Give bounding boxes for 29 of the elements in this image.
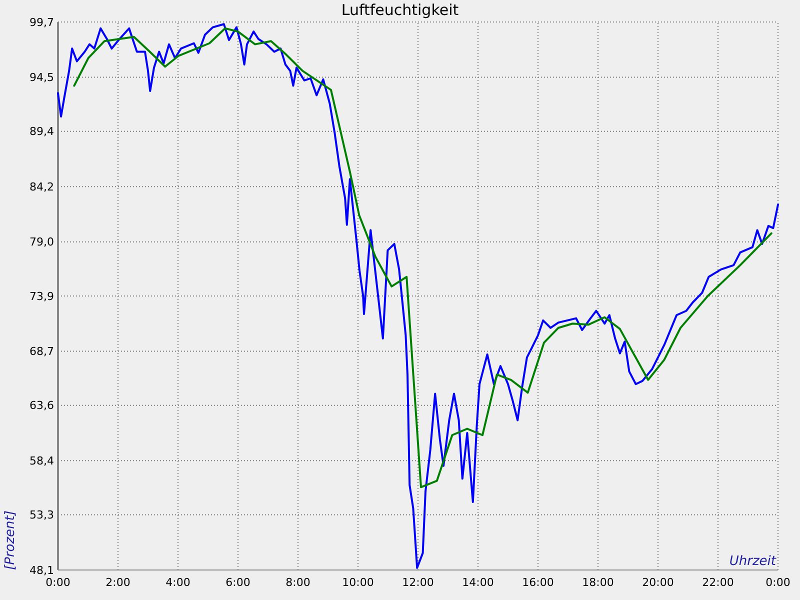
x-tick-label: 20:00	[642, 576, 674, 589]
y-tick-label: 79,0	[30, 236, 54, 249]
y-tick-label: 89,4	[30, 125, 54, 138]
x-tick-label: 16:00	[522, 576, 554, 589]
line-series	[73, 27, 772, 488]
line-series	[57, 23, 779, 569]
x-tick-label: 10:00	[342, 576, 374, 589]
x-tick-label: 4:00	[166, 576, 190, 589]
y-tick-label: 63,6	[30, 399, 54, 412]
x-tick-label: 8:00	[286, 576, 310, 589]
y-tick-label: 53,3	[30, 508, 54, 522]
x-tick-label: 0:00	[46, 576, 70, 589]
y-tick-label: 58,4	[30, 454, 54, 468]
x-tick-label: 14:00	[462, 576, 494, 589]
y-tick-label: 94,5	[30, 71, 54, 84]
y-tick-label: 84,2	[30, 180, 54, 194]
y-tick-label: 68,7	[30, 345, 54, 358]
x-tick-label: 6:00	[226, 576, 250, 589]
x-tick-label: 22:00	[702, 576, 734, 589]
y-axis-title: [Prozent]	[3, 510, 18, 570]
x-tick-label: 12:00	[402, 576, 434, 589]
y-tick-label: 73,9	[30, 290, 54, 303]
x-tick-label: 0:00	[766, 576, 790, 589]
chart-title: Luftfeuchtigkeit	[341, 1, 459, 19]
y-tick-label: 99,7	[30, 16, 54, 29]
x-tick-label: 2:00	[106, 576, 130, 589]
x-axis-title: Uhrzeit	[729, 554, 777, 569]
x-tick-label: 18:00	[582, 576, 614, 589]
y-tick-label: 48,1	[30, 564, 54, 577]
